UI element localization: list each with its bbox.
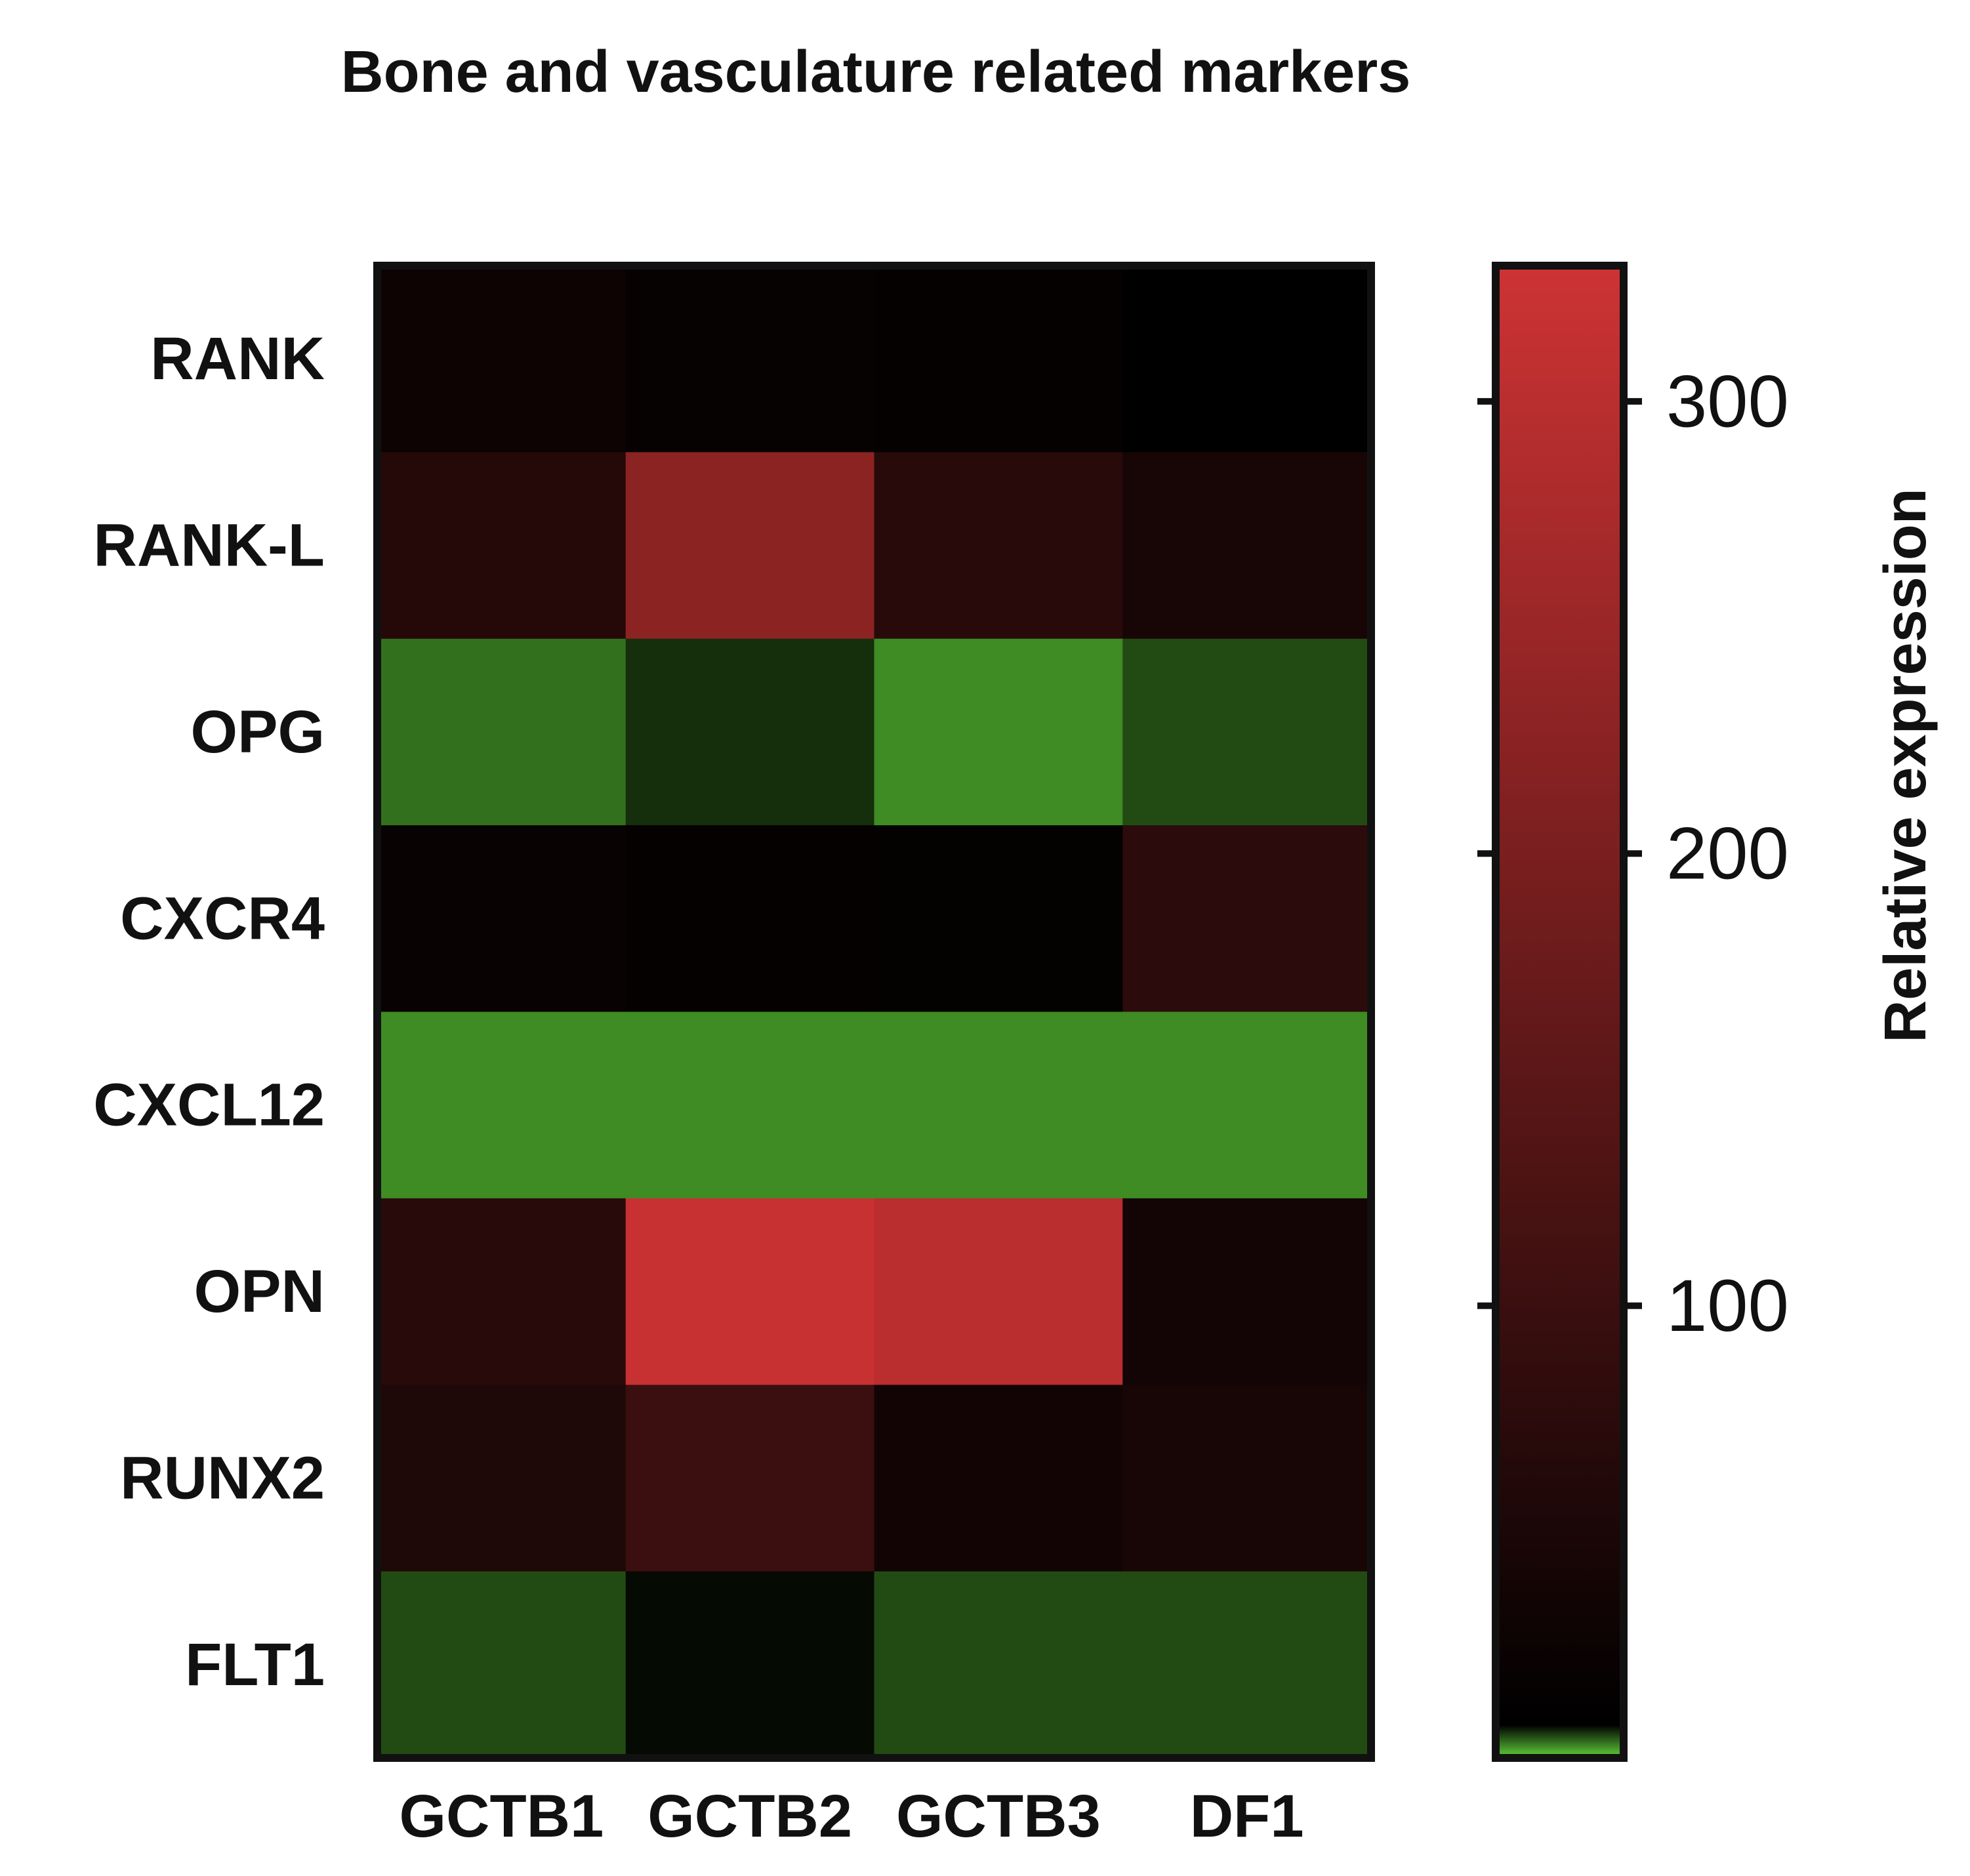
heatmap-cell-cxcr4-gctb1 xyxy=(377,825,626,1013)
heatmap-cell-cxcr4-gctb3 xyxy=(874,825,1123,1013)
column-labels: GCTB1 GCTB2 GCTB3 DF1 xyxy=(399,1783,1303,1850)
heatmap-cell-cxcr4-df1 xyxy=(1122,825,1372,1013)
heatmap-cell-opg-df1 xyxy=(1122,638,1372,826)
heatmap-cell-opn-gctb2 xyxy=(625,1198,875,1385)
heatmap-cell-runx2-df1 xyxy=(1122,1385,1372,1572)
row-label-cxcl12: CXCL12 xyxy=(93,1072,325,1139)
chart-title: Bone and vasculature related markers xyxy=(341,39,1411,105)
heatmap-cell-flt1-gctb1 xyxy=(377,1571,626,1759)
heatmap-cell-opg-gctb2 xyxy=(625,638,875,826)
column-label-gctb3: GCTB3 xyxy=(896,1783,1101,1850)
row-label-cxcr4: CXCR4 xyxy=(120,885,325,952)
heatmap-cell-cxcl12-gctb1 xyxy=(377,1011,626,1199)
heatmap-cell-rank-gctb1 xyxy=(377,266,626,453)
heatmap-cell-rank-l-gctb1 xyxy=(377,452,626,640)
heatmap-cell-rank-df1 xyxy=(1122,266,1372,453)
heatmap-cell-rank-gctb3 xyxy=(874,266,1123,453)
column-label-gctb1: GCTB1 xyxy=(399,1783,604,1850)
row-label-flt1: FLT1 xyxy=(185,1631,325,1698)
heatmap-cell-rank-l-df1 xyxy=(1122,452,1372,640)
heatmap-cell-opg-gctb3 xyxy=(874,638,1123,826)
column-label-df1: DF1 xyxy=(1190,1783,1304,1850)
heatmap-cell-opn-df1 xyxy=(1122,1198,1372,1385)
colorbar-tick-label-100: 100 xyxy=(1666,1265,1789,1347)
heatmap-cell-runx2-gctb1 xyxy=(377,1385,626,1572)
heatmap-cell-flt1-gctb3 xyxy=(874,1571,1123,1759)
heatmap-cell-rank-l-gctb2 xyxy=(625,452,875,640)
heatmap-cell-opn-gctb3 xyxy=(874,1198,1123,1385)
row-label-rank-l: RANK-L xyxy=(93,512,325,579)
row-label-opg: OPG xyxy=(191,699,325,765)
colorbar-tick-label-300: 300 xyxy=(1666,360,1789,442)
colorbar-label: Relative expression xyxy=(1873,488,1939,1042)
heatmap-cell-cxcr4-gctb2 xyxy=(625,825,875,1013)
colorbar xyxy=(1492,262,1628,1762)
heatmap-cell-runx2-gctb2 xyxy=(625,1385,875,1572)
heatmap-frame xyxy=(373,262,1375,1762)
row-label-opn: OPN xyxy=(194,1258,325,1325)
heatmap-cell-opg-gctb1 xyxy=(377,638,626,826)
heatmap-cell-runx2-gctb3 xyxy=(874,1385,1123,1572)
heatmap-cell-opn-gctb1 xyxy=(377,1198,626,1385)
row-label-rank: RANK xyxy=(150,325,325,392)
heatmap-cells xyxy=(377,266,1372,1759)
heatmap-cell-flt1-df1 xyxy=(1122,1571,1372,1759)
heatmap-cell-rank-gctb2 xyxy=(625,266,875,453)
heatmap-cell-cxcl12-df1 xyxy=(1122,1011,1372,1199)
heatmap-cell-cxcl12-gctb3 xyxy=(874,1011,1123,1199)
heatmap-cell-cxcl12-gctb2 xyxy=(625,1011,875,1199)
colorbar-ticks: 100 200 300 xyxy=(1477,360,1789,1347)
colorbar-tick-label-200: 200 xyxy=(1666,813,1789,895)
row-labels: RANK RANK-L OPG CXCR4 CXCL12 OPN RUNX2 FLT1 xyxy=(93,325,325,1698)
heatmap-cell-flt1-gctb2 xyxy=(625,1571,875,1759)
row-label-runx2: RUNX2 xyxy=(120,1444,325,1511)
heatmap-cell-rank-l-gctb3 xyxy=(874,452,1123,640)
column-label-gctb2: GCTB2 xyxy=(647,1783,852,1850)
